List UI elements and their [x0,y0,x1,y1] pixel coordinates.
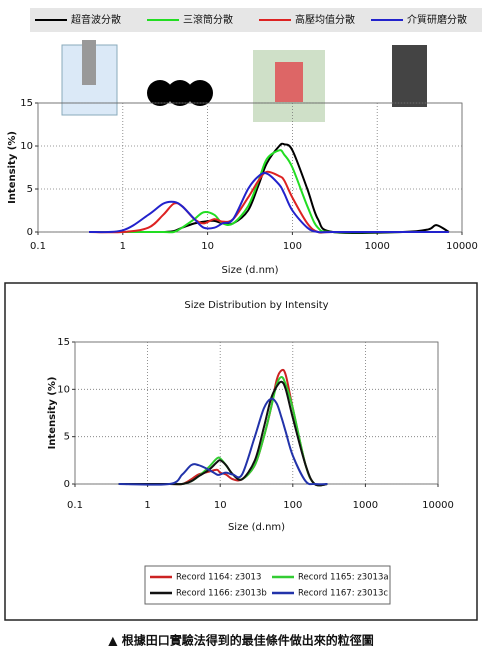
x-tick-label: 1 [144,500,150,511]
y-tick-label: 5 [27,184,33,195]
y-tick-label: 5 [64,432,70,443]
roller-icon [167,80,193,106]
plot-area [37,102,463,233]
x-axis-label: Size (d.nm) [228,522,285,533]
x-tick-label: 1000 [364,241,389,252]
mill-icon [392,45,427,107]
series-line [118,397,328,486]
legend-label: 高壓均值分散 [295,13,355,26]
x-tick-label: 10000 [422,500,454,511]
homogenizer-core [275,62,303,102]
series-line [118,380,328,487]
y-tick-label: 10 [20,141,33,152]
legend-label: 超音波分散 [71,13,121,26]
method-icons [61,40,427,122]
x-tick-label: 100 [283,241,302,252]
x-tick-label: 0.1 [30,241,46,252]
y-tick-label: 15 [20,98,33,109]
y-axis-label: Intensity (%) [7,131,18,204]
x-tick-label: 10 [201,241,214,252]
roller-icon [187,80,213,106]
legend-label: 三滾筒分散 [183,13,233,26]
x-tick-label: 10 [214,500,227,511]
x-tick-label: 10000 [446,241,478,252]
x-axis-label: Size (d.nm) [221,265,278,276]
x-tick-label: 100 [283,500,302,511]
legend-label: Record 1167: z3013c [298,589,388,599]
legend-label: 介質研磨分散 [407,13,467,26]
x-tick-label: 0.1 [67,500,83,511]
y-axis-label: Intensity (%) [47,377,58,450]
legend-band [30,8,482,32]
x-tick-label: 1 [120,241,126,252]
chart-frame [4,282,478,621]
legend-label: Record 1165: z3013a [298,573,389,583]
y-tick-label: 0 [27,227,33,238]
roller-icon [147,80,173,106]
x-tick-label: 1000 [353,500,378,511]
plot-area [74,341,439,485]
legend-label: Record 1166: z3013b [176,589,267,599]
y-tick-label: 10 [57,384,70,395]
y-tick-label: 15 [57,337,70,348]
y-tick-label: 0 [64,479,70,490]
series-line [89,171,449,234]
caption: ▲ 根據田口實驗法得到的最佳條件做出來的粒徑圖 [108,633,373,648]
legend-label: Record 1164: z3013 [176,573,261,583]
legend-box [144,565,391,605]
chart-title: Size Distribution by Intensity [184,300,328,311]
ultrasonic-probe [82,40,96,85]
